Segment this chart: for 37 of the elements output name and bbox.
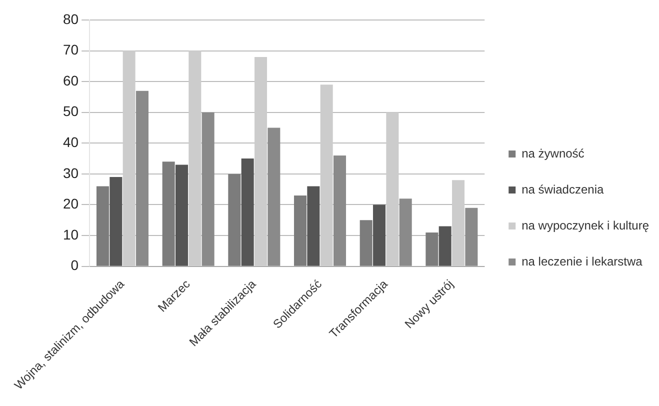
- y-tick-label: 70: [62, 42, 79, 58]
- bar: [136, 90, 148, 266]
- y-tick-label: 30: [62, 164, 79, 181]
- bar: [122, 50, 136, 266]
- bar: [386, 112, 399, 266]
- bar: [241, 158, 254, 266]
- y-tick-label: 60: [62, 72, 79, 88]
- bar: [452, 180, 465, 266]
- bar: [373, 204, 386, 266]
- y-tick-label: 50: [62, 103, 79, 120]
- bar: [426, 232, 438, 266]
- legend-label: na żywność: [522, 146, 584, 160]
- bar: [188, 50, 202, 266]
- bar: [254, 56, 268, 266]
- bar: [268, 128, 280, 266]
- legend-label: na leczenie i lekarstwa: [522, 254, 643, 268]
- bar: [228, 174, 241, 266]
- legend-label: na świadczenia: [522, 182, 604, 196]
- bar: [175, 164, 188, 266]
- y-tick-label: 20: [62, 196, 79, 212]
- legend-label: na wypoczynek i kulturę: [522, 218, 650, 232]
- bar: [399, 198, 412, 266]
- bar: [438, 226, 452, 266]
- bar: [320, 84, 333, 266]
- bar: [307, 186, 320, 266]
- bar: [294, 196, 307, 266]
- y-tick-label: 10: [62, 226, 79, 242]
- y-tick-label: 80: [62, 10, 79, 27]
- bar: [360, 220, 372, 266]
- bar: [110, 177, 122, 266]
- bar: [334, 155, 346, 266]
- bar: [96, 186, 109, 266]
- y-tick-label: 40: [62, 134, 79, 150]
- bar: [202, 112, 214, 266]
- bar: [465, 208, 478, 266]
- y-tick-label: 0: [70, 257, 79, 274]
- bar: [162, 162, 175, 266]
